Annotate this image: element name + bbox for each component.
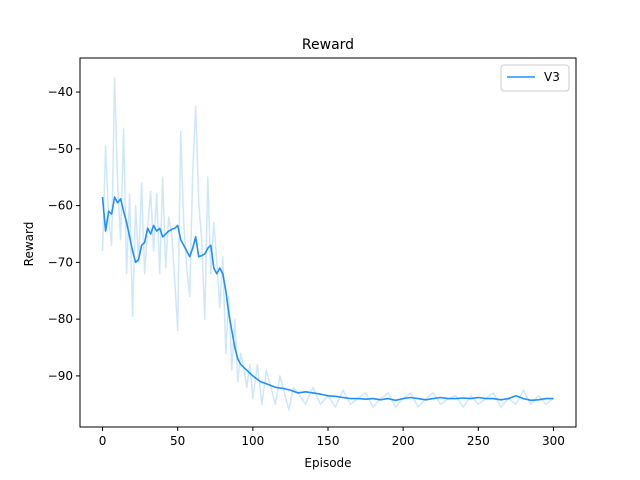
x-tick-label: 200 bbox=[392, 434, 415, 448]
plot-frame bbox=[79, 57, 577, 428]
x-axis-label: Episode bbox=[304, 456, 351, 470]
y-axis-ticks: −40 −50 −60 −70 −80 −90 bbox=[48, 85, 80, 383]
series-line-v3 bbox=[101, 196, 554, 402]
x-axis-ticks: 0 50 100 150 200 250 300 bbox=[99, 427, 565, 448]
chart-title: Reward bbox=[302, 37, 354, 53]
x-tick-label: 250 bbox=[467, 434, 490, 448]
y-tick-label: −90 bbox=[48, 369, 73, 383]
x-tick-label: 0 bbox=[99, 434, 107, 448]
y-tick-label: −60 bbox=[48, 199, 73, 213]
legend-box bbox=[500, 64, 570, 92]
x-tick-label: 150 bbox=[317, 434, 340, 448]
legend: V3 bbox=[500, 64, 570, 92]
y-tick-label: −50 bbox=[48, 142, 73, 156]
y-tick-label: −70 bbox=[48, 255, 73, 269]
x-tick-label: 300 bbox=[542, 434, 565, 448]
y-axis-label: Reward bbox=[22, 222, 36, 267]
legend-label-v3: V3 bbox=[544, 70, 560, 84]
plot-series bbox=[101, 77, 554, 411]
y-tick-label: −80 bbox=[48, 312, 73, 326]
x-tick-label: 50 bbox=[170, 434, 185, 448]
x-tick-label: 100 bbox=[241, 434, 264, 448]
y-tick-label: −40 bbox=[48, 85, 73, 99]
